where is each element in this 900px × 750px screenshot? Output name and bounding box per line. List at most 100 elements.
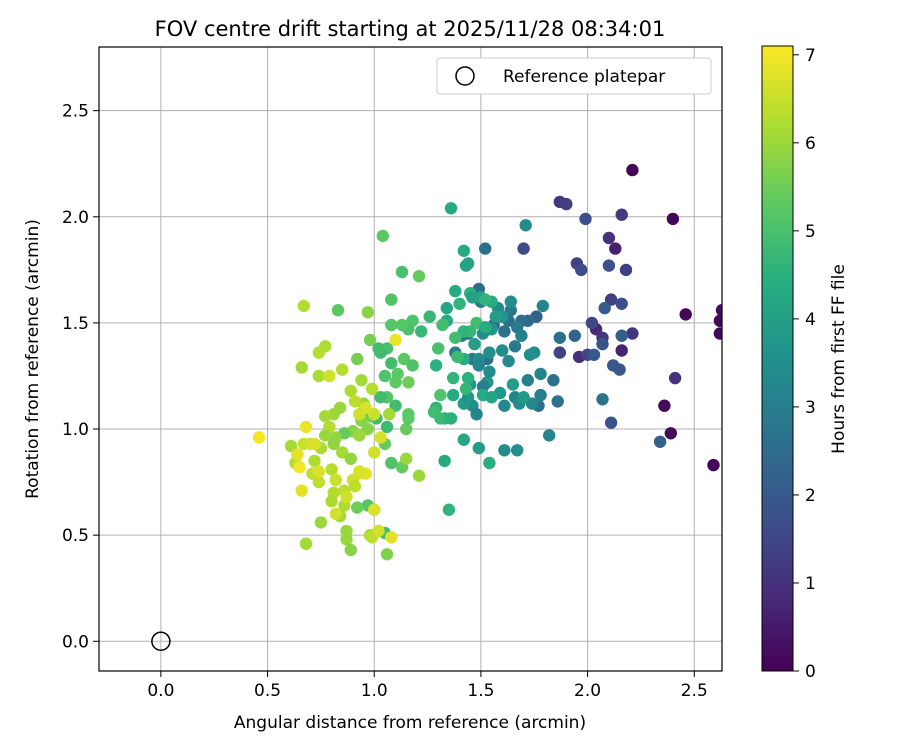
y-tick-label: 0.5 [62,526,89,546]
data-point [308,454,321,468]
data-point [543,429,556,442]
data-point [434,412,447,425]
data-point [615,208,628,221]
data-point [517,242,530,255]
data-point [461,371,475,385]
colorbar-tick-label: 5 [805,222,816,242]
data-point [325,463,338,476]
data-point [432,342,445,355]
data-point [568,329,581,342]
x-tick-label: 2.5 [681,681,708,701]
colorbar-gradient [761,45,794,672]
data-point [380,548,394,561]
data-point [596,337,609,351]
data-point [519,219,532,232]
data-point [323,369,336,383]
data-point [553,331,566,344]
data-point [504,295,517,308]
data-point [551,395,564,408]
data-point [348,395,362,408]
data-point [472,441,485,455]
data-point [385,531,398,544]
x-tick-label: 0.5 [254,681,281,701]
data-point [615,329,628,342]
data-point [284,439,298,453]
data-point [329,507,342,521]
data-point [368,408,381,421]
x-tick-label: 2.0 [574,681,601,701]
y-tick-label: 2.0 [62,208,89,228]
colorbar-tick-label: 3 [805,398,816,418]
data-point [389,399,402,412]
data-point [319,429,332,442]
data-point [515,329,528,342]
data-point [476,380,490,393]
data-point [385,456,398,470]
data-point [472,359,485,372]
colorbar-tick-label: 4 [805,310,816,330]
data-point [368,503,381,516]
data-point [252,431,266,444]
data-point [400,452,413,465]
data-point [353,408,366,421]
data-point [679,308,692,321]
data-point [504,304,517,317]
data-point [602,231,616,245]
data-point [496,344,509,357]
data-point [536,299,549,313]
data-point [449,331,462,344]
data-point [329,473,342,487]
data-point [372,524,385,538]
data-point [457,325,470,338]
data-point [312,465,325,478]
data-point [372,342,385,355]
legend: Reference platepar [436,57,712,95]
data-point [506,378,520,391]
data-point [470,408,483,421]
data-point [615,297,628,310]
data-point [412,270,426,283]
data-point [380,420,394,434]
data-point [299,420,313,434]
data-point [602,259,616,272]
colorbar-tick-label: 7 [805,46,816,66]
data-point [483,365,496,378]
data-point [483,456,496,470]
data-point [395,318,409,332]
data-point [368,446,381,459]
x-tick-label: 1.0 [361,681,388,701]
data-point [376,229,389,243]
data-point [336,363,349,376]
data-point [344,452,357,465]
data-point [609,242,622,255]
data-point [619,263,633,277]
data-point [457,244,470,257]
data-point [344,384,357,397]
y-axis-label: Rotation from reference (arcmin) [23,219,43,499]
data-point [468,337,481,351]
data-point [344,543,357,557]
data-point [521,374,534,387]
data-point [479,321,492,334]
data-point [361,306,374,319]
plot-frame [98,46,723,672]
data-point [402,412,415,425]
data-point [457,433,470,446]
data-point [585,316,599,330]
data-point [361,422,374,436]
y-tick-label: 1.0 [62,420,89,440]
y-tick-label: 2.5 [62,102,89,122]
colorbar-tick-label: 0 [805,662,816,682]
data-point [308,437,321,451]
data-point [613,363,626,376]
y-tick-label: 0.0 [62,632,89,652]
data-point [383,408,396,421]
data-point [374,431,387,444]
data-point [353,465,366,478]
data-point [374,391,387,404]
data-point [406,359,419,372]
data-point [336,446,349,459]
data-point [653,435,667,448]
data-point [295,361,308,374]
data-point [329,431,342,444]
